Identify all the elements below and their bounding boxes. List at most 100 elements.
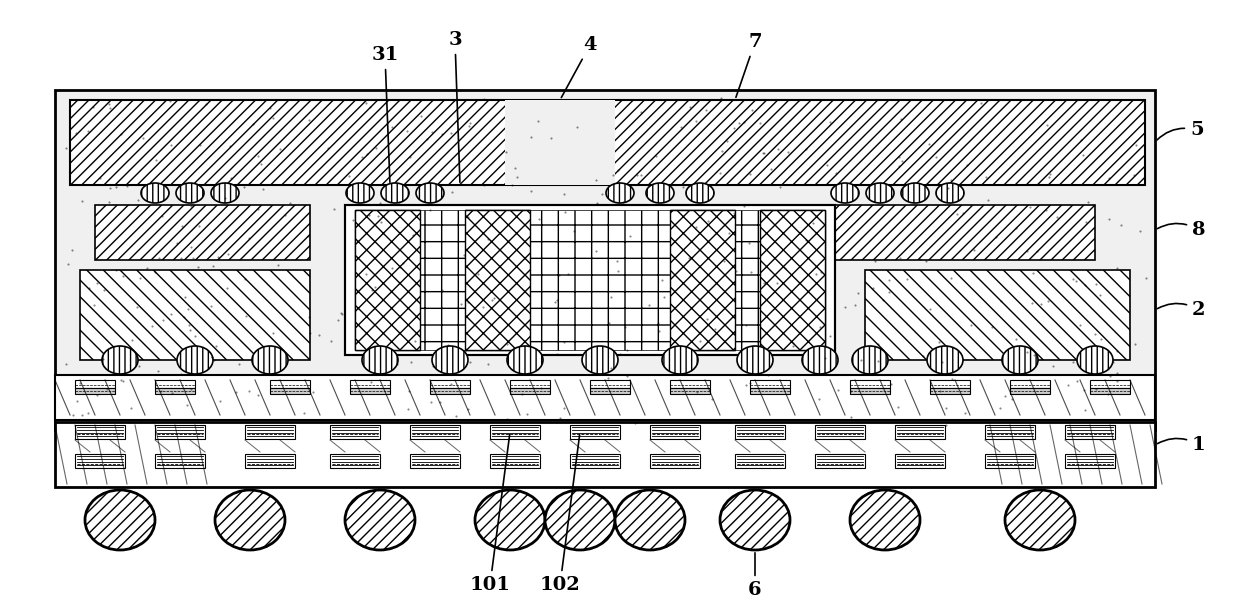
Bar	[55, 90, 1155, 430]
Ellipse shape	[507, 346, 543, 374]
Bar	[430, 380, 470, 388]
Bar	[489, 454, 540, 468]
Ellipse shape	[475, 490, 545, 550]
Ellipse shape	[606, 183, 634, 203]
Ellipse shape	[362, 346, 398, 374]
Bar	[985, 454, 1035, 468]
Bar	[76, 388, 115, 394]
Bar	[750, 388, 790, 394]
Text: 31: 31	[372, 46, 399, 182]
Bar	[410, 454, 460, 468]
Ellipse shape	[662, 346, 698, 374]
Ellipse shape	[545, 490, 615, 550]
Bar	[76, 380, 115, 388]
Bar	[735, 425, 786, 439]
Text: 3: 3	[449, 31, 462, 182]
Bar	[735, 454, 786, 468]
Ellipse shape	[432, 346, 468, 374]
Ellipse shape	[852, 346, 888, 374]
Bar	[245, 454, 295, 468]
Ellipse shape	[615, 490, 685, 550]
Bar	[510, 380, 550, 388]
Ellipse shape	[1005, 490, 1075, 550]
Ellipse shape	[346, 183, 374, 203]
Bar	[155, 425, 204, 439]
Bar	[270, 388, 310, 394]
Bar	[1066, 425, 1115, 439]
Bar	[330, 454, 380, 468]
Bar	[506, 100, 615, 185]
Bar	[1010, 380, 1049, 388]
Ellipse shape	[646, 183, 674, 203]
Ellipse shape	[102, 346, 138, 374]
Ellipse shape	[176, 183, 204, 203]
Ellipse shape	[935, 183, 964, 203]
Text: 1: 1	[1157, 436, 1206, 454]
Bar	[760, 210, 825, 350]
Ellipse shape	[416, 183, 444, 203]
Bar	[465, 210, 530, 350]
Bar	[356, 210, 420, 350]
Ellipse shape	[901, 183, 929, 203]
Ellipse shape	[85, 490, 155, 550]
Bar	[750, 380, 790, 388]
Bar	[356, 210, 825, 350]
Bar	[1066, 454, 1115, 468]
Bar	[930, 388, 970, 394]
Bar	[670, 210, 735, 350]
Bar	[815, 425, 865, 439]
Bar	[76, 454, 125, 468]
Ellipse shape	[211, 183, 239, 203]
Bar	[349, 380, 390, 388]
Bar	[155, 380, 195, 388]
Bar	[930, 380, 970, 388]
Text: 6: 6	[748, 553, 762, 599]
Ellipse shape	[582, 346, 618, 374]
Ellipse shape	[252, 346, 287, 374]
Bar	[55, 375, 1155, 420]
Bar	[650, 454, 700, 468]
Ellipse shape	[686, 183, 714, 203]
Ellipse shape	[927, 346, 963, 374]
Bar	[590, 388, 629, 394]
Ellipse shape	[141, 183, 169, 203]
Ellipse shape	[802, 346, 838, 374]
Ellipse shape	[216, 490, 285, 550]
Bar	[1010, 388, 1049, 394]
Bar	[985, 425, 1035, 439]
Bar	[356, 210, 420, 350]
Bar	[489, 425, 540, 439]
Bar	[95, 205, 310, 260]
Bar	[1090, 380, 1130, 388]
Ellipse shape	[344, 490, 415, 550]
Text: 102: 102	[540, 435, 580, 594]
Ellipse shape	[720, 490, 790, 550]
Bar	[245, 425, 295, 439]
Bar	[850, 380, 890, 388]
Bar	[344, 205, 835, 355]
Bar	[430, 388, 470, 394]
Ellipse shape	[177, 346, 213, 374]
Bar	[69, 100, 1145, 185]
Bar	[81, 270, 310, 360]
Ellipse shape	[866, 183, 895, 203]
Bar	[760, 210, 825, 350]
Bar	[670, 210, 735, 350]
Bar	[850, 388, 890, 394]
Bar	[510, 388, 550, 394]
Bar	[815, 454, 865, 468]
Bar	[670, 380, 710, 388]
Text: 101: 101	[470, 435, 510, 594]
Bar	[465, 210, 530, 350]
Bar	[670, 388, 710, 394]
Ellipse shape	[1077, 346, 1113, 374]
Bar	[650, 425, 700, 439]
Bar	[895, 425, 945, 439]
Bar	[330, 425, 380, 439]
Text: 7: 7	[736, 33, 762, 97]
Bar	[570, 454, 620, 468]
Bar	[590, 380, 629, 388]
Bar	[155, 454, 204, 468]
Ellipse shape	[831, 183, 859, 203]
Bar	[55, 422, 1155, 487]
